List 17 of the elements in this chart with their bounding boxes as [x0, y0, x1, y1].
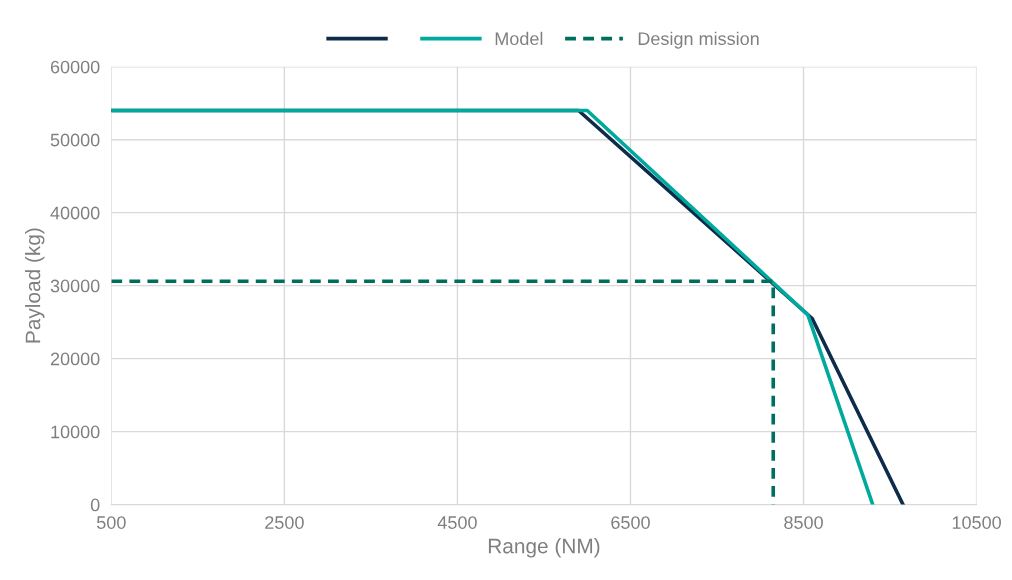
x-tick-label: 8500 — [784, 516, 823, 529]
x-tick-label: 4500 — [437, 516, 477, 529]
y-tick-label: 30000 — [50, 279, 100, 293]
y-axis-title: Payload (kg) — [25, 228, 45, 343]
y-tick-label: 10000 — [51, 425, 100, 439]
x-axis-title: Range (NM) — [488, 538, 600, 558]
y-tick-label: 60000 — [50, 60, 100, 74]
y-tick-label: 0 — [90, 498, 100, 512]
legend-label: Design mission — [638, 31, 759, 49]
legend-label: Model — [495, 31, 543, 46]
y-tick-label: 20000 — [50, 352, 100, 366]
x-tick-label: 10500 — [952, 516, 1001, 529]
x-tick-label: 6500 — [611, 516, 650, 529]
x-tick-label: 2500 — [265, 516, 304, 529]
x-tick-label: 500 — [96, 516, 126, 529]
y-tick-label: 40000 — [50, 206, 100, 220]
y-tick-label: 50000 — [50, 133, 100, 147]
